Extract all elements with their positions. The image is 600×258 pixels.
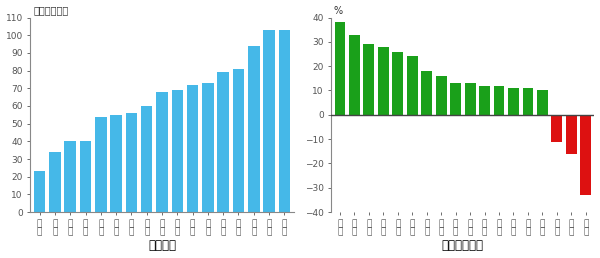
Bar <box>248 46 260 212</box>
Bar <box>233 69 244 212</box>
Bar <box>508 88 519 115</box>
Bar <box>479 86 490 115</box>
Bar <box>141 106 152 212</box>
Bar <box>436 76 446 115</box>
Bar <box>278 30 290 212</box>
Bar <box>551 115 562 142</box>
Bar <box>34 171 46 212</box>
Bar <box>349 35 360 115</box>
X-axis label: 月均浓度: 月均浓度 <box>148 239 176 252</box>
Text: %: % <box>334 6 343 15</box>
Bar <box>64 141 76 212</box>
Bar <box>110 115 122 212</box>
Bar <box>172 90 183 212</box>
Bar <box>202 83 214 212</box>
Bar <box>580 115 591 195</box>
Bar <box>537 91 548 115</box>
Bar <box>80 141 91 212</box>
Bar <box>464 83 476 115</box>
Bar <box>187 85 199 212</box>
Bar <box>523 88 533 115</box>
Bar <box>335 22 346 115</box>
Bar <box>217 72 229 212</box>
Bar <box>392 52 403 115</box>
Bar <box>263 30 275 212</box>
X-axis label: 同比改善幅度: 同比改善幅度 <box>442 239 484 252</box>
Bar <box>450 83 461 115</box>
Bar <box>156 92 168 212</box>
Bar <box>421 71 432 115</box>
Bar <box>378 47 389 115</box>
Bar <box>125 113 137 212</box>
Bar <box>95 117 107 212</box>
Bar <box>407 57 418 115</box>
Bar <box>49 152 61 212</box>
Bar <box>494 86 505 115</box>
Bar <box>566 115 577 154</box>
Text: 微克／立方米: 微克／立方米 <box>33 6 68 15</box>
Bar <box>364 44 374 115</box>
